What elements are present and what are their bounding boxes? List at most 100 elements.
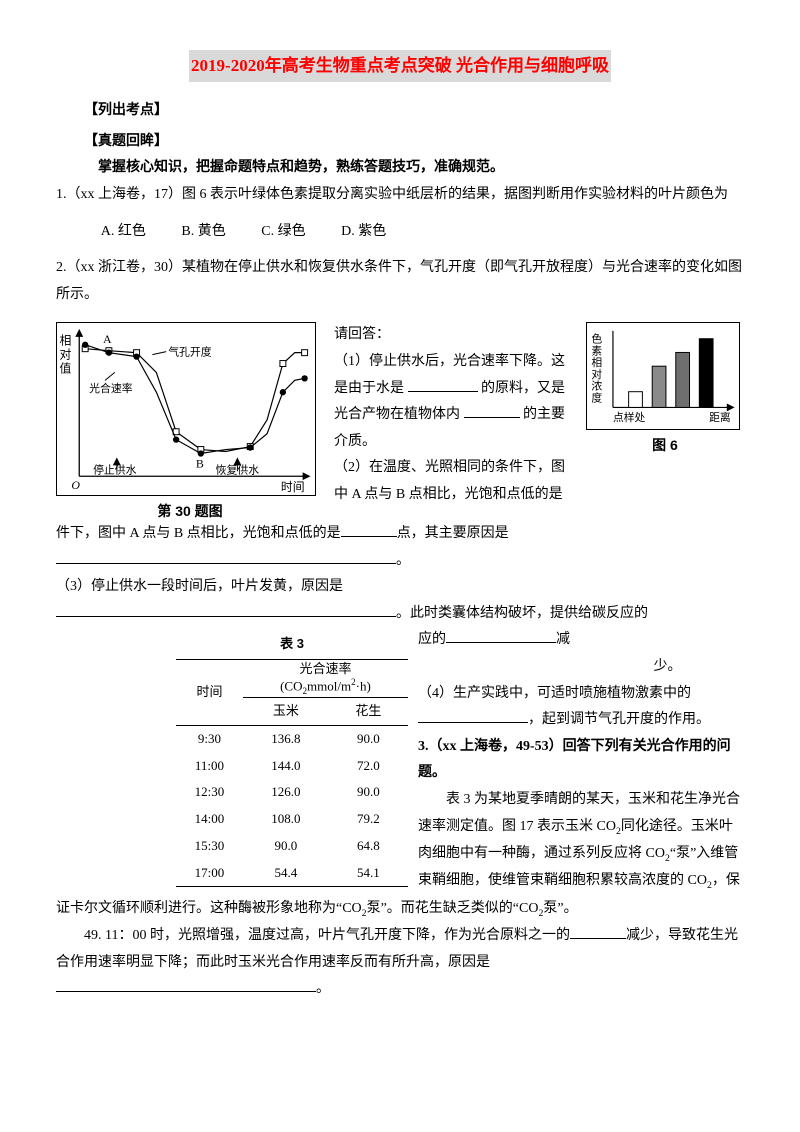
table-cell: 11:00 <box>176 753 243 780</box>
q2-p2b-tail: 点，其主要原因是 <box>397 526 509 541</box>
svg-text:度: 度 <box>591 392 602 405</box>
y-axis-label1: 相 <box>59 334 71 348</box>
answer-label: 请回答： <box>334 322 576 349</box>
svg-text:气孔开度: 气孔开度 <box>168 345 212 359</box>
table3: 表 3 时间 光合速率(CO2mmol/m2·h) 玉米 花生 9:30136.… <box>176 631 408 887</box>
title-rest: 年高考生物重点考点突破 光合作用与细胞呼吸 <box>265 56 609 75</box>
document-title: 2019-2020年高考生物重点考点突破 光合作用与细胞呼吸 <box>189 50 611 82</box>
q3-49: 49. 11：00 时，光照增强，温度过高，叶片气孔开度下降，作为光合原料之一的… <box>56 923 744 976</box>
col-a: 玉米 <box>243 698 329 726</box>
q1-options: A. 红色 B. 黄色 C. 绿色 D. 紫色 <box>56 219 744 246</box>
table-cell: 79.2 <box>329 806 408 833</box>
q2-graph-column: 相 对 值 O 时间 停止供水 恢复供水 <box>56 322 324 525</box>
q2-p3: （3）停止供水一段时间后，叶片发黄，原因是 <box>56 574 744 601</box>
blank <box>408 378 478 392</box>
q3-49-line2: 。 <box>56 976 744 1003</box>
bar-chart: 色 素 相 对 浓 度 点样处 距离 <box>586 322 740 430</box>
q2-layout: 相 对 值 O 时间 停止供水 恢复供水 <box>56 322 744 525</box>
spacer <box>56 209 744 219</box>
q3-49c: 。 <box>316 981 330 996</box>
svg-text:停止供水: 停止供水 <box>93 463 137 477</box>
q1-option-d: D. 紫色 <box>341 224 386 239</box>
q1-option-c: C. 绿色 <box>261 224 305 239</box>
heading-recall: 【真题回眸】 <box>56 129 744 156</box>
q2-p2b-visible: 件下，图中 A 点与 B 点相比，光饱和点低的是 <box>56 526 341 541</box>
svg-text:恢复供水: 恢复供水 <box>216 463 260 477</box>
table3-wrap: 表 3 时间 光合速率(CO2mmol/m2·h) 玉米 花生 9:30136.… <box>176 631 408 887</box>
svg-text:对: 对 <box>59 348 71 362</box>
bar-chart-column: 色 素 相 对 浓 度 点样处 距离 图 6 <box>586 322 744 459</box>
q1-option-a: A. 红色 <box>101 224 146 239</box>
table-cell: 9:30 <box>176 726 243 753</box>
blank <box>56 550 396 564</box>
table3-title: 表 3 <box>176 631 408 659</box>
svg-text:O: O <box>71 479 80 493</box>
q2-p1: （1）停止供水后，光合速率下降。这是由于水是 的原料，又是光合产物在植物体内 的… <box>334 349 576 455</box>
q2-p3-line2: 。此时类囊体结构破坏，提供给碳反应的 <box>56 601 744 628</box>
table-cell: 17:00 <box>176 860 243 887</box>
table-cell: 72.0 <box>329 753 408 780</box>
q3-lead-text: 3.（xx 上海卷，49-53）回答下列有关光合作用的问题。 <box>418 739 731 781</box>
col-b: 花生 <box>329 698 408 726</box>
table-cell: 15:30 <box>176 833 243 860</box>
q2-p2a: （2）在温度、光照相同的条件下，图中 A 点与 B 点相比，光饱和点低的是 <box>334 460 565 502</box>
table-cell: 12:30 <box>176 779 243 806</box>
document-title-wrap: 2019-2020年高考生物重点考点突破 光合作用与细胞呼吸 <box>56 50 744 82</box>
line-graph: 相 对 值 O 时间 停止供水 恢复供水 <box>56 322 316 496</box>
q2-p3-end: 减 <box>556 632 570 647</box>
q2-p4a: （4）生产实践中，可适时喷施植物激素中的 <box>418 686 691 701</box>
table-cell: 90.0 <box>329 779 408 806</box>
blank <box>56 978 316 992</box>
svg-text:相: 相 <box>591 357 602 370</box>
core-knowledge-line: 掌握核心知识，把握命题特点和趋势，熟练答题技巧，准确规范。 <box>56 155 744 182</box>
q2-end-pre: 应的 <box>418 632 446 647</box>
svg-text:对: 对 <box>591 368 602 381</box>
q3-section: 表 3 时间 光合速率(CO2mmol/m2·h) 玉米 花生 9:30136.… <box>56 627 744 923</box>
spacer <box>56 308 744 318</box>
svg-text:光合速率: 光合速率 <box>89 382 133 396</box>
q3-p1e: 泵”。而花生缺乏类似的“CO <box>367 901 539 916</box>
q2-p2: （2）在温度、光照相同的条件下，图中 A 点与 B 点相比，光饱和点低的是 <box>334 455 576 508</box>
table-cell: 64.8 <box>329 833 408 860</box>
table-cell: 136.8 <box>243 726 329 753</box>
svg-text:值: 值 <box>59 362 71 376</box>
table-cell: 126.0 <box>243 779 329 806</box>
table-cell: 144.0 <box>243 753 329 780</box>
table-cell: 90.0 <box>243 833 329 860</box>
table-cell: 54.1 <box>329 860 408 887</box>
q2-p3-tail: 。此时类囊体结构破坏，提供给碳反应的 <box>396 606 648 621</box>
col-unit: 光合速率(CO2mmol/m2·h) <box>243 660 408 698</box>
blank <box>464 404 520 418</box>
q3-49a: 49. 11：00 时，光照增强，温度过高，叶片气孔开度下降，作为光合原料之一的 <box>84 928 570 943</box>
table-cell: 90.0 <box>329 726 408 753</box>
heading-list-points: 【列出考点】 <box>56 98 744 125</box>
blank <box>56 603 396 617</box>
svg-text:B: B <box>196 457 204 471</box>
q2-p3-end2: 少。 <box>654 659 682 674</box>
table-cell: 54.4 <box>243 860 329 887</box>
svg-text:色: 色 <box>591 333 602 346</box>
q2-stem: 2.（xx 浙江卷，30）某植物在停止供水和恢复供水条件下，气孔开度（即气孔开放… <box>56 255 744 308</box>
q1-stem: 1.（xx 上海卷，17）图 6 表示叶绿体色素提取分离实验中纸层析的结果，据图… <box>56 182 744 209</box>
spacer <box>56 245 744 255</box>
q2-answer-column: 请回答： （1）停止供水后，光合速率下降。这是由于水是 的原料，又是光合产物在植… <box>334 322 576 508</box>
svg-text:浓: 浓 <box>591 381 602 393</box>
q2-p3-lead: （3）停止供水一段时间后，叶片发黄，原因是 <box>56 579 343 594</box>
bar-chart-caption: 图 6 <box>586 432 744 459</box>
svg-text:点样处: 点样处 <box>613 412 646 425</box>
svg-text:时间: 时间 <box>281 480 305 494</box>
title-year: 2019-2020 <box>191 56 265 75</box>
blank <box>341 523 397 537</box>
q3-p1f: 泵”。 <box>543 901 577 916</box>
q1-option-b: B. 黄色 <box>181 224 225 239</box>
svg-text:A: A <box>103 332 112 346</box>
blank <box>570 925 626 939</box>
svg-text:距离: 距离 <box>709 412 731 425</box>
q2-p2-cont: 点，其主要原因是 件下，图中 A 点与 B 点相比，光饱和点低的是点，其主要原因… <box>56 521 744 574</box>
q2-p4b: ，起到调节气孔开度的作用。 <box>528 712 710 727</box>
table-cell: 108.0 <box>243 806 329 833</box>
col-time: 时间 <box>176 660 243 726</box>
blank <box>446 629 556 643</box>
table-cell: 14:00 <box>176 806 243 833</box>
blank <box>418 709 528 723</box>
